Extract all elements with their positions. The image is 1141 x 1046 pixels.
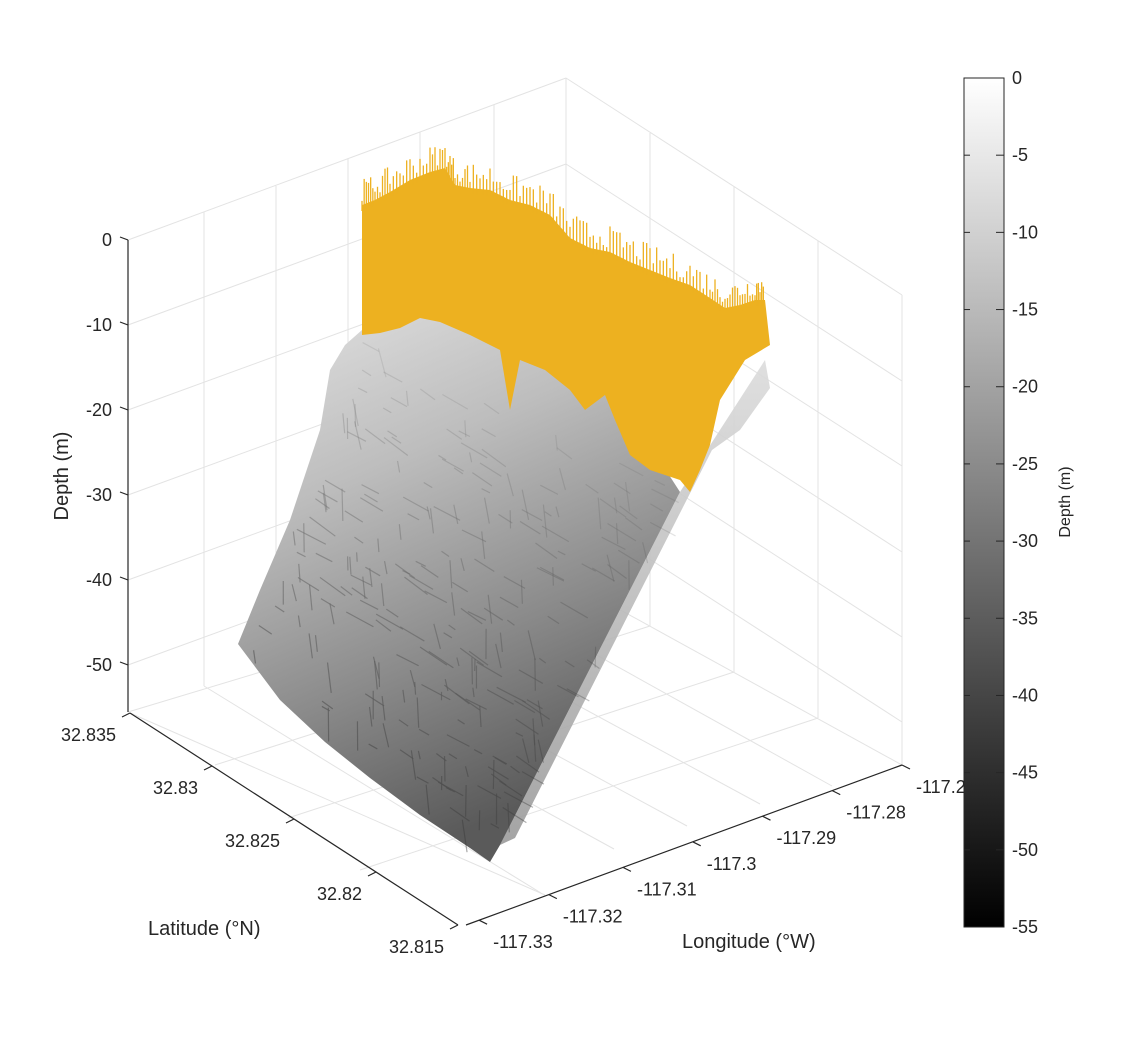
x-tick-label: -117.33 <box>493 932 553 952</box>
z-tick-mark <box>120 662 128 665</box>
surface-ridge <box>357 552 358 561</box>
x-tick-mark <box>479 920 487 924</box>
colorbar-tick-label: -10 <box>1012 222 1038 242</box>
z-tick-mark <box>120 322 128 325</box>
y-tick-mark <box>368 872 376 876</box>
colorbar-tick-label: -30 <box>1012 531 1038 551</box>
colorbar-tick-label: 0 <box>1012 68 1022 88</box>
colorbar-tick-label: -15 <box>1012 300 1038 320</box>
z-tick-label: 0 <box>102 230 112 250</box>
colorbar-tick-label: -35 <box>1012 608 1038 628</box>
z-tick-mark <box>120 407 128 410</box>
colorbar-tick-label: -5 <box>1012 145 1028 165</box>
colorbar-tick-label: -40 <box>1012 685 1038 705</box>
x-tick-mark <box>762 816 770 820</box>
z-tick-label: -30 <box>86 485 112 505</box>
colorbar: 0 -5 -10 -15 -20 -25 -30 -35 -40 -45 -50 -55 Depth … <box>964 68 1074 937</box>
colorbar-tick-label: -50 <box>1012 840 1038 860</box>
z-tick-mark <box>120 492 128 495</box>
z-axis-ticks: 0 -10 -20 -30 -40 -50 <box>86 230 128 675</box>
surface-ridge <box>379 662 380 687</box>
z-tick-label: -40 <box>86 570 112 590</box>
surface-ridge <box>493 760 494 789</box>
x-tick-label: -117.31 <box>637 879 697 899</box>
y-tick-mark <box>204 766 212 770</box>
surface-ridge <box>415 682 416 695</box>
z-tick-mark <box>120 237 128 240</box>
colorbar-tick-label: -45 <box>1012 763 1038 783</box>
y-tick-mark <box>122 713 130 717</box>
x-tick-label: -117.3 <box>707 854 757 874</box>
x-axis-ticks: -117.33 -117.32 -117.31 -117.3 -117.29 -117.2… <box>479 765 976 952</box>
z-axis-label: Depth (m) <box>51 432 73 521</box>
colorbar-tick-label: -25 <box>1012 454 1038 474</box>
y-tick-mark <box>450 925 458 929</box>
x-tick-mark <box>693 842 701 846</box>
z-tick-label: -50 <box>86 655 112 675</box>
y-tick-label: 32.825 <box>225 831 280 851</box>
x-tick-label: -117.28 <box>846 803 906 823</box>
x-tick-mark <box>623 867 631 871</box>
y-tick-label: 32.835 <box>61 725 116 745</box>
y-tick-label: 32.83 <box>153 778 198 798</box>
x-tick-mark <box>902 765 910 769</box>
y-tick-mark <box>286 819 294 823</box>
x-tick-label: -117.29 <box>776 828 836 848</box>
x-tick-label: -117.32 <box>563 907 623 927</box>
z-tick-mark <box>120 577 128 580</box>
y-tick-label: 32.82 <box>317 884 362 904</box>
y-axis-label: Latitude (°N) <box>148 918 261 940</box>
x-tick-mark <box>549 895 557 899</box>
z-tick-label: -10 <box>86 315 112 335</box>
colorbar-label: Depth (m) <box>1057 466 1074 537</box>
colorbar-tick-label: -55 <box>1012 917 1038 937</box>
colorbar-gradient <box>964 78 1004 927</box>
z-tick-label: -20 <box>86 400 112 420</box>
surface-ridge <box>342 489 343 521</box>
y-tick-label: 32.815 <box>389 937 444 957</box>
colorbar-tick-label: -20 <box>1012 377 1038 397</box>
x-axis-label: Longitude (°W) <box>682 931 816 953</box>
surface-ridge <box>466 785 467 817</box>
x-tick-mark <box>832 791 840 795</box>
